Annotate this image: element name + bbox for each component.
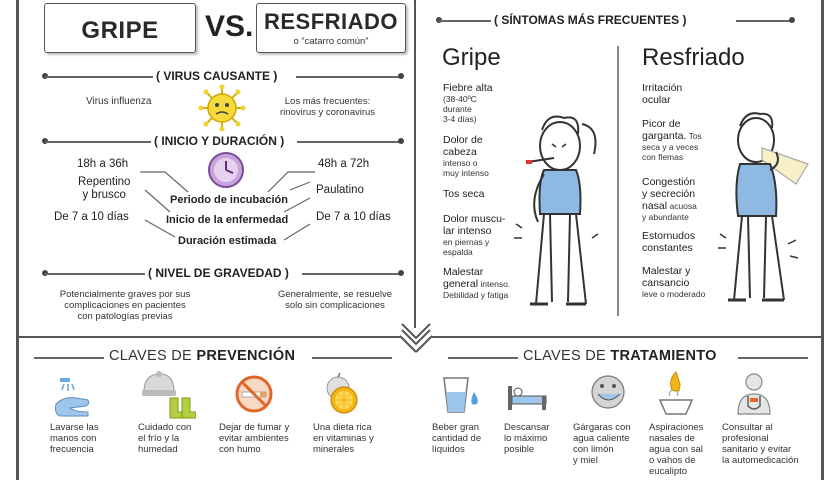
chevron-down-icon (399, 323, 433, 353)
bottom-divider-right (432, 336, 824, 338)
bottom-divider-left (16, 336, 400, 338)
bed-icon (508, 386, 547, 410)
virus-section-title: ( VIRUS CAUSANTE ) (156, 69, 278, 83)
gargle-icon (591, 375, 625, 409)
resfriado-duracion: De 7 a 10 días (316, 211, 391, 223)
tratamiento-aspiraciones: Aspiraciones nasales de agua con sal o vaho… (649, 422, 704, 477)
tratamiento-gargaras: Gárgaras con agua caliente con limón y miel (573, 422, 631, 466)
prevencion-title: CLAVES DE PREVENCIÓN (109, 348, 296, 364)
sintomas-resfriado-head: Resfriado (642, 44, 745, 71)
inicio-section-title: ( INICIO Y DURACIÓN ) (154, 134, 285, 148)
tratamiento-consultar: Consultar al profesional sanitario y evita… (722, 422, 799, 466)
symptom-estornudos: Estornudos constantes (642, 230, 696, 254)
tratamiento-title: CLAVES DE TRATAMIENTO (523, 348, 717, 364)
symptom-dolor-cabeza: Dolor de cabeza intenso o muy intenso (443, 134, 489, 178)
fruit-icon (326, 372, 358, 414)
winter-clothes-icon (142, 371, 196, 419)
gripe-title-box: GRIPE (44, 3, 196, 53)
gripe-duracion: De 7 a 10 días (54, 211, 129, 223)
sick-person-gripe-icon (514, 115, 599, 306)
resfriado-inicio: Paulatino (316, 184, 364, 196)
inicio-connector-lines-right (283, 181, 311, 241)
symptom-malestar-resfriado: Malestar y cansancio leve o moderado (642, 265, 706, 299)
symptom-irritacion: Irritación ocular (642, 82, 683, 106)
resfriado-subtitle: o “catarro común” (293, 36, 369, 47)
label-duracion: Duración estimada (178, 235, 277, 247)
prevencion-fumar: Dejar de fumar y evitar ambientes con humo (219, 422, 290, 455)
gravedad-section-title: ( NIVEL DE GRAVEDAD ) (148, 266, 289, 280)
symptom-malestar-gripe: Malestar general intenso. Debilidad y fa… (443, 266, 511, 300)
inicio-connector-lines (140, 171, 315, 238)
symptom-picor-garganta: Picor de garganta. Tos seca y a veces co… (642, 118, 702, 162)
doctor-icon (737, 373, 771, 415)
tratamiento-beber: Beber gran cantidad de líquidos (432, 422, 482, 455)
symptom-dolor-muscular: Dolor muscu- lar intenso en piernas y es… (443, 213, 506, 257)
clock-icon (208, 152, 244, 188)
sick-person-resfriado-icon (718, 112, 809, 302)
virus-gripe: Virus influenza (86, 96, 152, 107)
gravedad-resfriado: Generalmente, se resuelve solo sin compl… (277, 289, 393, 311)
virus-resfriado: Los más frecuentes: rinovirus y coronavi… (280, 96, 376, 118)
prevencion-lavarse: Lavarse las manos con frecuencia (50, 422, 99, 455)
handwash-icon (55, 378, 90, 417)
symptom-fiebre: Fiebre alta (38-40ºC durante 3-4 días) (443, 82, 493, 124)
resfriado-title: RESFRIADO (263, 9, 399, 34)
center-divider (414, 0, 416, 328)
label-incubacion: Periodo de incubación (170, 194, 288, 206)
prevencion-dieta: Una dieta rica en vitaminas y minerales (313, 422, 374, 455)
gripe-inicio: Repentino y brusco (78, 176, 131, 201)
symptom-tos-seca: Tos seca (443, 188, 485, 200)
water-glass-icon (443, 377, 478, 413)
no-smoking-icon (235, 375, 273, 413)
sintomas-divider (617, 46, 619, 316)
gravedad-gripe: Potencialmente graves por sus complicaci… (59, 289, 191, 322)
infographic-frame (16, 0, 824, 480)
inhalation-icon (658, 371, 694, 415)
symptom-congestion: Congestión y secreción nasal acuosa y ab… (642, 176, 697, 222)
gripe-incubacion: 18h a 36h (77, 158, 129, 170)
sintomas-section-title: ( SÍNTOMAS MÁS FRECUENTES ) (494, 13, 687, 27)
sintomas-gripe-head: Gripe (442, 44, 501, 71)
tratamiento-descansar: Descansar lo máximo posible (504, 422, 550, 455)
resfriado-title-box: RESFRIADO o “catarro común” (256, 3, 406, 53)
resfriado-incubacion: 48h a 72h (318, 158, 370, 170)
gripe-title: GRIPE (81, 17, 159, 44)
prevencion-frio: Cuidado con el frío y la humedad (138, 422, 192, 455)
virus-icon (198, 84, 246, 132)
label-inicio: Inicio de la enfermedad (166, 214, 289, 226)
vs-label: VS. (205, 10, 254, 43)
